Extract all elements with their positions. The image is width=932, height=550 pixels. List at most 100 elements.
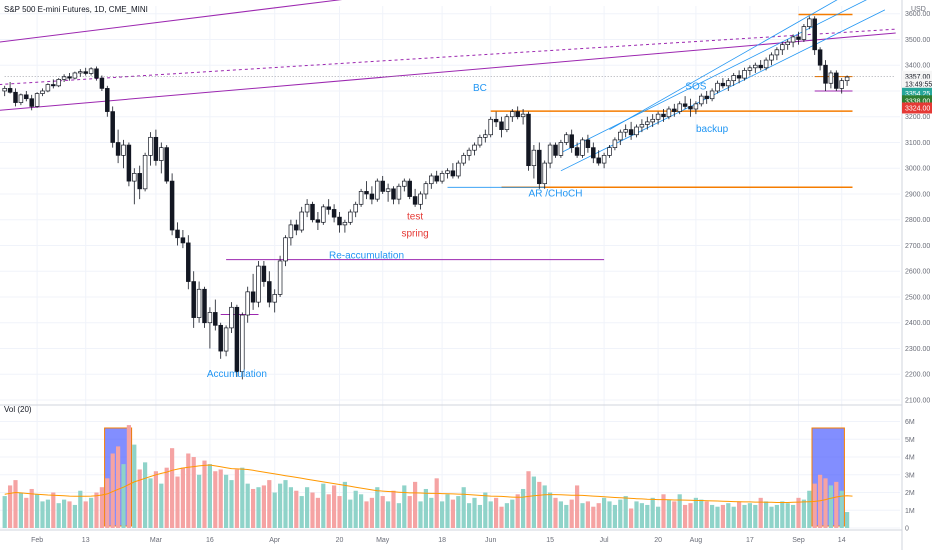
price-label-text: 3324.00 <box>905 105 930 112</box>
volume-bar <box>315 497 320 528</box>
candle-body <box>218 324 223 352</box>
volume-bar <box>607 501 612 528</box>
candle-body <box>256 265 261 303</box>
candle-body <box>169 180 175 231</box>
price-label-box <box>902 102 932 114</box>
candle-body <box>213 312 218 326</box>
volume-bar <box>715 506 720 528</box>
volume-bar <box>693 497 698 528</box>
candle-body <box>105 88 110 112</box>
candle-body <box>283 237 288 262</box>
candle-body <box>299 211 304 231</box>
candle-body <box>369 193 375 200</box>
candle-body <box>758 64 763 69</box>
volume-bar <box>780 501 785 528</box>
time-tick-label: Jun <box>485 537 496 544</box>
candle-body <box>466 149 472 156</box>
volume-bar <box>288 487 293 528</box>
lower-trendline <box>0 32 896 111</box>
candle-body <box>331 209 337 218</box>
candle-body <box>661 113 666 118</box>
candle-body <box>385 188 391 192</box>
volume-bar <box>531 476 536 528</box>
candle-body <box>13 91 18 103</box>
candle-body <box>736 75 742 79</box>
candle-body <box>164 147 169 182</box>
candle-body <box>585 139 591 148</box>
price-tick-label: 2900.00 <box>905 191 930 198</box>
candle-body <box>720 82 726 87</box>
candle-body <box>699 95 704 105</box>
price-tick-label: 3000.00 <box>905 166 930 173</box>
candle-body <box>115 142 121 156</box>
volume-bar <box>720 504 725 528</box>
volume-bar <box>191 457 196 528</box>
volume-bar <box>812 483 817 528</box>
volume-bar <box>402 485 407 528</box>
volume-bar <box>747 503 752 528</box>
candle-body <box>477 136 483 146</box>
time-tick-label: 17 <box>746 537 754 544</box>
candle-body <box>450 170 456 177</box>
time-tick-label: May <box>376 537 390 544</box>
candle-body <box>731 75 736 82</box>
volume-bar <box>332 485 337 528</box>
volume-bar <box>677 494 682 528</box>
volume-title: Vol (20) <box>4 405 32 414</box>
volume-bar <box>564 504 569 528</box>
price-label-box <box>902 78 932 90</box>
volume-bar <box>353 490 358 528</box>
volume-bar <box>764 501 769 528</box>
volume-ma-line <box>4 464 853 503</box>
volume-bar <box>845 512 850 528</box>
volume-bar <box>13 480 18 528</box>
volume-bar <box>769 506 774 528</box>
volume-highlight-box <box>811 427 845 527</box>
candle-body <box>250 291 256 303</box>
candle-body <box>304 203 310 213</box>
volume-bar <box>202 460 207 528</box>
annotation-label: Accumulation <box>207 369 267 380</box>
volume-bar <box>224 474 229 528</box>
candle-body <box>693 103 699 110</box>
volume-bar <box>51 492 56 528</box>
candle-body <box>780 44 785 51</box>
candle-body <box>126 144 132 182</box>
volume-bar <box>380 496 385 528</box>
chart-title: S&P 500 E-mini Futures, 1D, CME_MINI <box>4 5 148 14</box>
volume-bar <box>618 499 623 528</box>
candle-body <box>677 103 682 112</box>
volume-bar <box>359 494 364 528</box>
candle-body <box>45 84 51 92</box>
price-tick-label: 3100.00 <box>905 140 930 147</box>
volume-bar <box>240 467 245 528</box>
volume-bar <box>294 490 299 528</box>
volume-bar <box>688 503 693 528</box>
price-tick-label: 2500.00 <box>905 294 930 301</box>
candle-body <box>272 294 277 303</box>
candle-body <box>547 144 553 164</box>
candle-body <box>51 84 56 87</box>
price-tick-label: 3200.00 <box>905 114 930 121</box>
volume-bar <box>639 503 644 528</box>
price-tick-label: 2200.00 <box>905 372 930 379</box>
volume-bar <box>726 503 731 528</box>
time-tick-label: 15 <box>546 537 554 544</box>
volume-tick-label: 2M <box>905 490 915 497</box>
volume-bar <box>537 481 542 528</box>
candle-body <box>742 70 747 79</box>
candle-body <box>483 134 488 138</box>
volume-bar <box>83 501 88 528</box>
candle-body <box>191 281 196 318</box>
candle-body <box>121 144 126 156</box>
volume-bar <box>143 462 148 528</box>
volume-bar <box>504 503 509 528</box>
candle-body <box>277 260 283 295</box>
time-tick-label: 18 <box>438 537 446 544</box>
candle-body <box>148 136 153 156</box>
volume-bar <box>418 501 423 528</box>
volume-bar <box>256 487 261 528</box>
candle-body <box>763 59 769 69</box>
candle-body <box>78 71 83 74</box>
volume-bar <box>499 506 504 528</box>
